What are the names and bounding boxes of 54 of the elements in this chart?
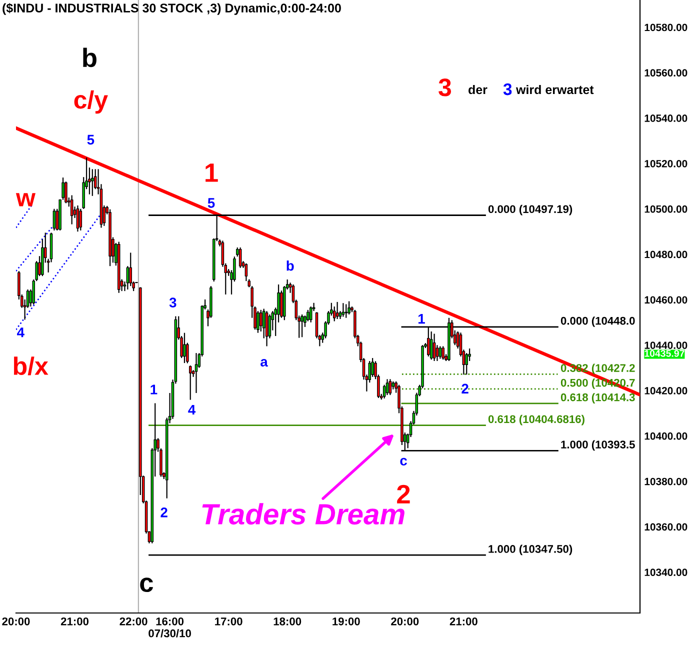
annotation: 5 — [208, 198, 215, 208]
annotation: 1 — [418, 314, 425, 324]
x-tick-label: 22:00 — [120, 617, 148, 626]
y-tick-label: 10560.00 — [644, 69, 688, 77]
series-label: 0.618 (10414.3 — [560, 393, 635, 404]
y-tick-label: 10340.00 — [644, 568, 688, 576]
annotation: c — [140, 578, 154, 592]
annotation: 3 — [438, 78, 451, 96]
annotation: 4 — [17, 328, 24, 338]
x-tick-label: 19:00 — [332, 617, 360, 626]
annotation: 5 — [87, 134, 94, 145]
series-label: 0.000 (10448.0 — [560, 316, 635, 327]
x-tick-label: 21:00 — [60, 617, 89, 626]
annotation: b — [83, 48, 96, 68]
y-tick-label: 10420.00 — [644, 387, 688, 394]
annotation: 2 — [462, 384, 468, 394]
x-tick-label: 17:00 — [215, 617, 242, 626]
x-tick-label: 21:00 — [450, 617, 478, 626]
y-tick-label: 10460.00 — [644, 296, 688, 304]
x-tick-label: 20:00 — [2, 617, 30, 626]
annotation: a — [260, 359, 268, 367]
x-tick-label: 16:00 07/30/10 — [148, 617, 191, 638]
text: ($INDU - INDUSTRIALS 30 STOCK ,3) Dynamic,0:00-24:00 — [2, 3, 341, 15]
y-tick-label: 10580.00 — [644, 24, 688, 32]
y-tick-label: 10360.00 — [644, 523, 688, 531]
annotation: b/x — [14, 356, 48, 376]
annotation: 1 — [150, 384, 158, 394]
annotation: der — [468, 84, 488, 94]
annotation: 1 — [206, 164, 218, 182]
y-tick-label: 10540.00 — [644, 114, 688, 122]
annotation: b — [286, 260, 294, 271]
annotation: 3 — [169, 298, 176, 308]
annotation: 4 — [188, 404, 196, 415]
y-tick-label: 10520.00 — [644, 160, 688, 168]
annotation: c/y — [74, 90, 108, 114]
y-tick-label: 10440.00 — [644, 342, 688, 349]
y-tick-label: 10480.00 — [644, 250, 688, 258]
annotation: c — [400, 458, 407, 466]
annotation: wird erwartet — [516, 84, 594, 94]
annotation: 2 — [397, 484, 410, 504]
series-label: 1.000 (10393.5 — [561, 440, 635, 451]
x-tick-label: 20:00 — [391, 617, 419, 626]
annotation: 2 — [160, 508, 168, 518]
annotation: w — [16, 193, 36, 206]
y-tick-label: 10380.00 — [644, 478, 688, 486]
y-tick-label: 10400.00 — [644, 432, 688, 440]
annotation: Traders Dream — [202, 503, 404, 525]
series-label: 0.000 (10497.19) — [488, 204, 572, 216]
text: 10435.97 — [644, 350, 684, 357]
y-tick-label: 10500.00 — [644, 205, 688, 213]
annotation: 3 — [503, 83, 512, 96]
series-label: 0.618 (10404.6816) — [488, 414, 584, 426]
x-tick-label: 18:00 — [274, 617, 302, 626]
series-label: 1.000 (10347.50) — [488, 544, 572, 556]
